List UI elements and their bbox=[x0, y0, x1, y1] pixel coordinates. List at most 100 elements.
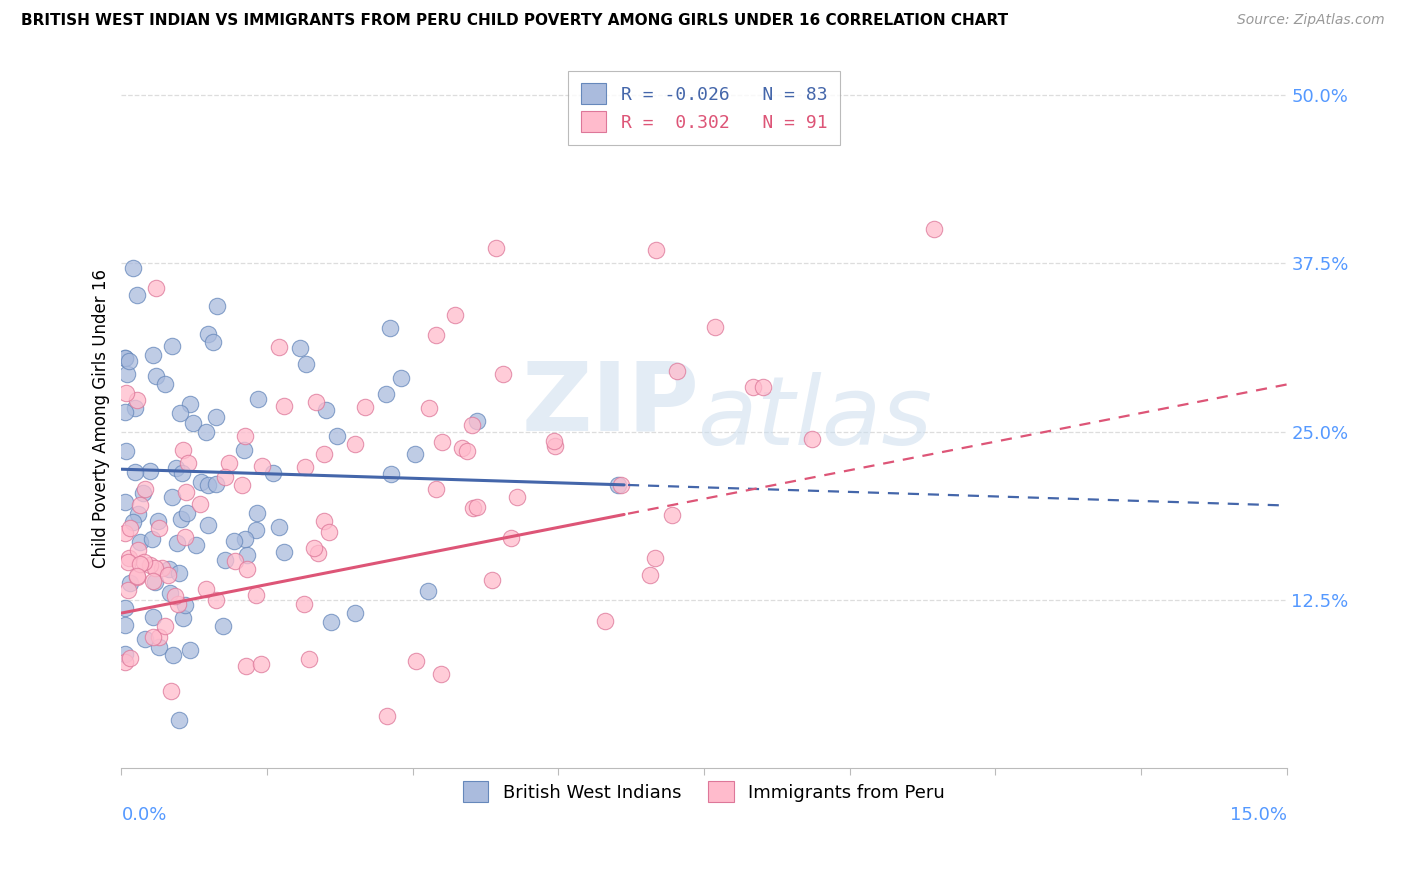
Point bbox=[172, 610, 194, 624]
Point bbox=[197, 478, 219, 492]
Point bbox=[118, 651, 141, 665]
Point bbox=[174, 485, 197, 500]
Point bbox=[127, 542, 149, 557]
Point bbox=[245, 523, 267, 537]
Point bbox=[177, 456, 200, 470]
Point bbox=[343, 437, 366, 451]
Point bbox=[233, 532, 256, 546]
Point bbox=[505, 490, 527, 504]
Point bbox=[204, 409, 226, 424]
Point bbox=[315, 403, 337, 417]
Point bbox=[666, 364, 689, 378]
Point bbox=[298, 651, 321, 665]
Point bbox=[249, 657, 271, 671]
Point bbox=[269, 520, 291, 534]
Point bbox=[148, 630, 170, 644]
Point bbox=[405, 654, 427, 668]
Point bbox=[461, 501, 484, 516]
Point bbox=[194, 425, 217, 439]
Point bbox=[190, 475, 212, 490]
Text: Source: ZipAtlas.com: Source: ZipAtlas.com bbox=[1237, 13, 1385, 28]
Point bbox=[124, 466, 146, 480]
Point bbox=[127, 570, 149, 584]
Point bbox=[169, 406, 191, 420]
Point bbox=[418, 401, 440, 416]
Point bbox=[205, 299, 228, 313]
Point bbox=[292, 597, 315, 611]
Point bbox=[127, 568, 149, 582]
Point bbox=[288, 342, 311, 356]
Point bbox=[186, 538, 208, 552]
Point bbox=[143, 560, 166, 574]
Point bbox=[304, 541, 326, 555]
Point bbox=[467, 414, 489, 428]
Point bbox=[114, 617, 136, 632]
Point bbox=[118, 576, 141, 591]
Point bbox=[430, 667, 453, 681]
Point bbox=[800, 432, 823, 446]
Y-axis label: Child Poverty Among Girls Under 16: Child Poverty Among Girls Under 16 bbox=[93, 268, 110, 567]
Point bbox=[169, 713, 191, 727]
Point bbox=[142, 631, 165, 645]
Point bbox=[741, 380, 763, 394]
Point bbox=[465, 500, 488, 514]
Point bbox=[389, 371, 412, 385]
Point bbox=[425, 482, 447, 496]
Point bbox=[461, 417, 484, 432]
Point bbox=[172, 466, 194, 480]
Point bbox=[375, 386, 398, 401]
Point bbox=[121, 515, 143, 529]
Point bbox=[132, 486, 155, 500]
Point bbox=[148, 514, 170, 528]
Point bbox=[481, 573, 503, 587]
Point bbox=[294, 459, 316, 474]
Point bbox=[145, 369, 167, 384]
Point bbox=[142, 348, 165, 362]
Point bbox=[170, 512, 193, 526]
Point bbox=[326, 429, 349, 443]
Point bbox=[212, 619, 235, 633]
Point bbox=[159, 585, 181, 599]
Point bbox=[922, 221, 945, 235]
Point bbox=[205, 476, 228, 491]
Point bbox=[194, 582, 217, 596]
Point bbox=[375, 709, 398, 723]
Point bbox=[214, 553, 236, 567]
Point bbox=[128, 534, 150, 549]
Point bbox=[166, 536, 188, 550]
Point bbox=[595, 615, 617, 629]
Text: 15.0%: 15.0% bbox=[1230, 806, 1286, 824]
Point bbox=[159, 684, 181, 698]
Point bbox=[165, 461, 187, 475]
Point bbox=[492, 367, 515, 381]
Point bbox=[114, 601, 136, 615]
Point bbox=[114, 351, 136, 366]
Point bbox=[143, 574, 166, 589]
Point bbox=[124, 401, 146, 415]
Point bbox=[179, 643, 201, 657]
Point bbox=[172, 443, 194, 458]
Point bbox=[295, 357, 318, 371]
Point bbox=[380, 321, 402, 335]
Point bbox=[160, 339, 183, 353]
Point bbox=[148, 521, 170, 535]
Point bbox=[354, 401, 377, 415]
Point bbox=[312, 514, 335, 528]
Point bbox=[129, 498, 152, 512]
Point bbox=[145, 281, 167, 295]
Point bbox=[120, 521, 142, 535]
Point bbox=[122, 261, 145, 276]
Point bbox=[181, 416, 204, 430]
Point bbox=[610, 478, 633, 492]
Point bbox=[129, 557, 152, 571]
Point bbox=[134, 632, 156, 646]
Point bbox=[214, 469, 236, 483]
Point bbox=[752, 379, 775, 393]
Point bbox=[450, 441, 472, 455]
Point bbox=[543, 434, 565, 448]
Point bbox=[235, 659, 257, 673]
Point bbox=[115, 443, 138, 458]
Point bbox=[197, 327, 219, 342]
Point bbox=[544, 439, 567, 453]
Point bbox=[246, 506, 269, 520]
